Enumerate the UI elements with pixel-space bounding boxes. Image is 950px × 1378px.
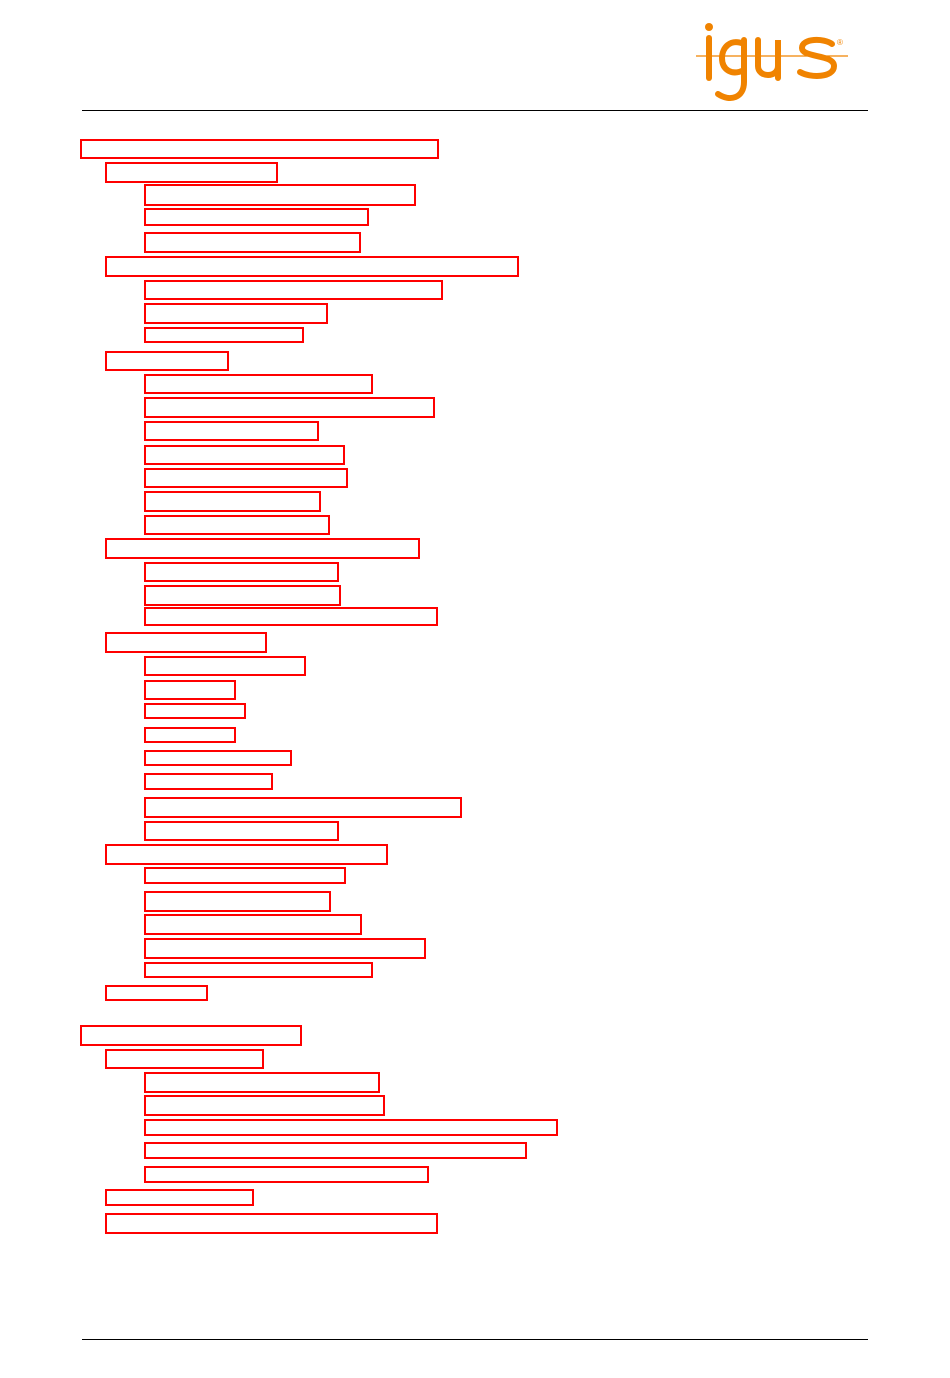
igus-logo: ® [696,23,848,101]
toc-link-level-3[interactable] [144,208,369,226]
toc-link-level-3[interactable] [144,585,341,606]
toc-link-level-1[interactable] [80,1025,302,1046]
toc-link-level-3[interactable] [144,797,462,818]
toc-link-level-3[interactable] [144,421,319,441]
toc-link-level-3[interactable] [144,184,416,206]
toc-link-level-3[interactable] [144,232,361,253]
toc-link-level-3[interactable] [144,515,330,535]
toc-link-level-3[interactable] [144,938,426,959]
toc-link-level-3[interactable] [144,1095,385,1116]
toc-link-level-3[interactable] [144,656,306,676]
toc-link-level-3[interactable] [144,468,348,488]
toc-link-level-3[interactable] [144,562,339,582]
toc-link-level-3[interactable] [144,607,438,626]
toc-link-level-2[interactable] [105,632,267,653]
toc-link-level-3[interactable] [144,821,339,841]
toc-link-level-3[interactable] [144,397,435,418]
toc-link-level-3[interactable] [144,374,373,394]
toc-link-level-3[interactable] [144,1072,380,1093]
toc-link-level-2[interactable] [105,162,278,183]
toc-link-level-1[interactable] [80,139,439,159]
footer-rule [82,1339,868,1340]
toc-link-level-3[interactable] [144,727,236,743]
toc-link-level-3[interactable] [144,327,304,343]
toc-link-level-3[interactable] [144,914,362,935]
toc-link-level-2[interactable] [105,256,519,277]
toc-link-level-2[interactable] [105,1049,264,1069]
svg-text:®: ® [837,38,843,47]
toc-link-level-3[interactable] [144,303,328,324]
toc-link-level-2[interactable] [105,1189,254,1206]
header-rule [82,110,868,111]
toc-link-level-3[interactable] [144,1142,527,1159]
toc-link-level-3[interactable] [144,962,373,978]
toc-link-level-3[interactable] [144,280,443,300]
toc-link-level-2[interactable] [105,985,208,1001]
toc-link-level-3[interactable] [144,867,346,884]
toc-link-level-2[interactable] [105,538,420,559]
toc-link-level-3[interactable] [144,703,246,719]
toc-link-level-3[interactable] [144,750,292,766]
toc-link-level-3[interactable] [144,773,273,790]
toc-link-level-3[interactable] [144,491,321,512]
toc-link-level-3[interactable] [144,445,345,465]
toc-link-level-2[interactable] [105,351,229,371]
toc-link-level-2[interactable] [105,844,388,865]
toc-link-level-3[interactable] [144,891,331,912]
toc-link-level-3[interactable] [144,1119,558,1136]
toc-link-level-3[interactable] [144,680,236,700]
toc-link-level-2[interactable] [105,1213,438,1234]
toc-link-level-3[interactable] [144,1166,429,1183]
